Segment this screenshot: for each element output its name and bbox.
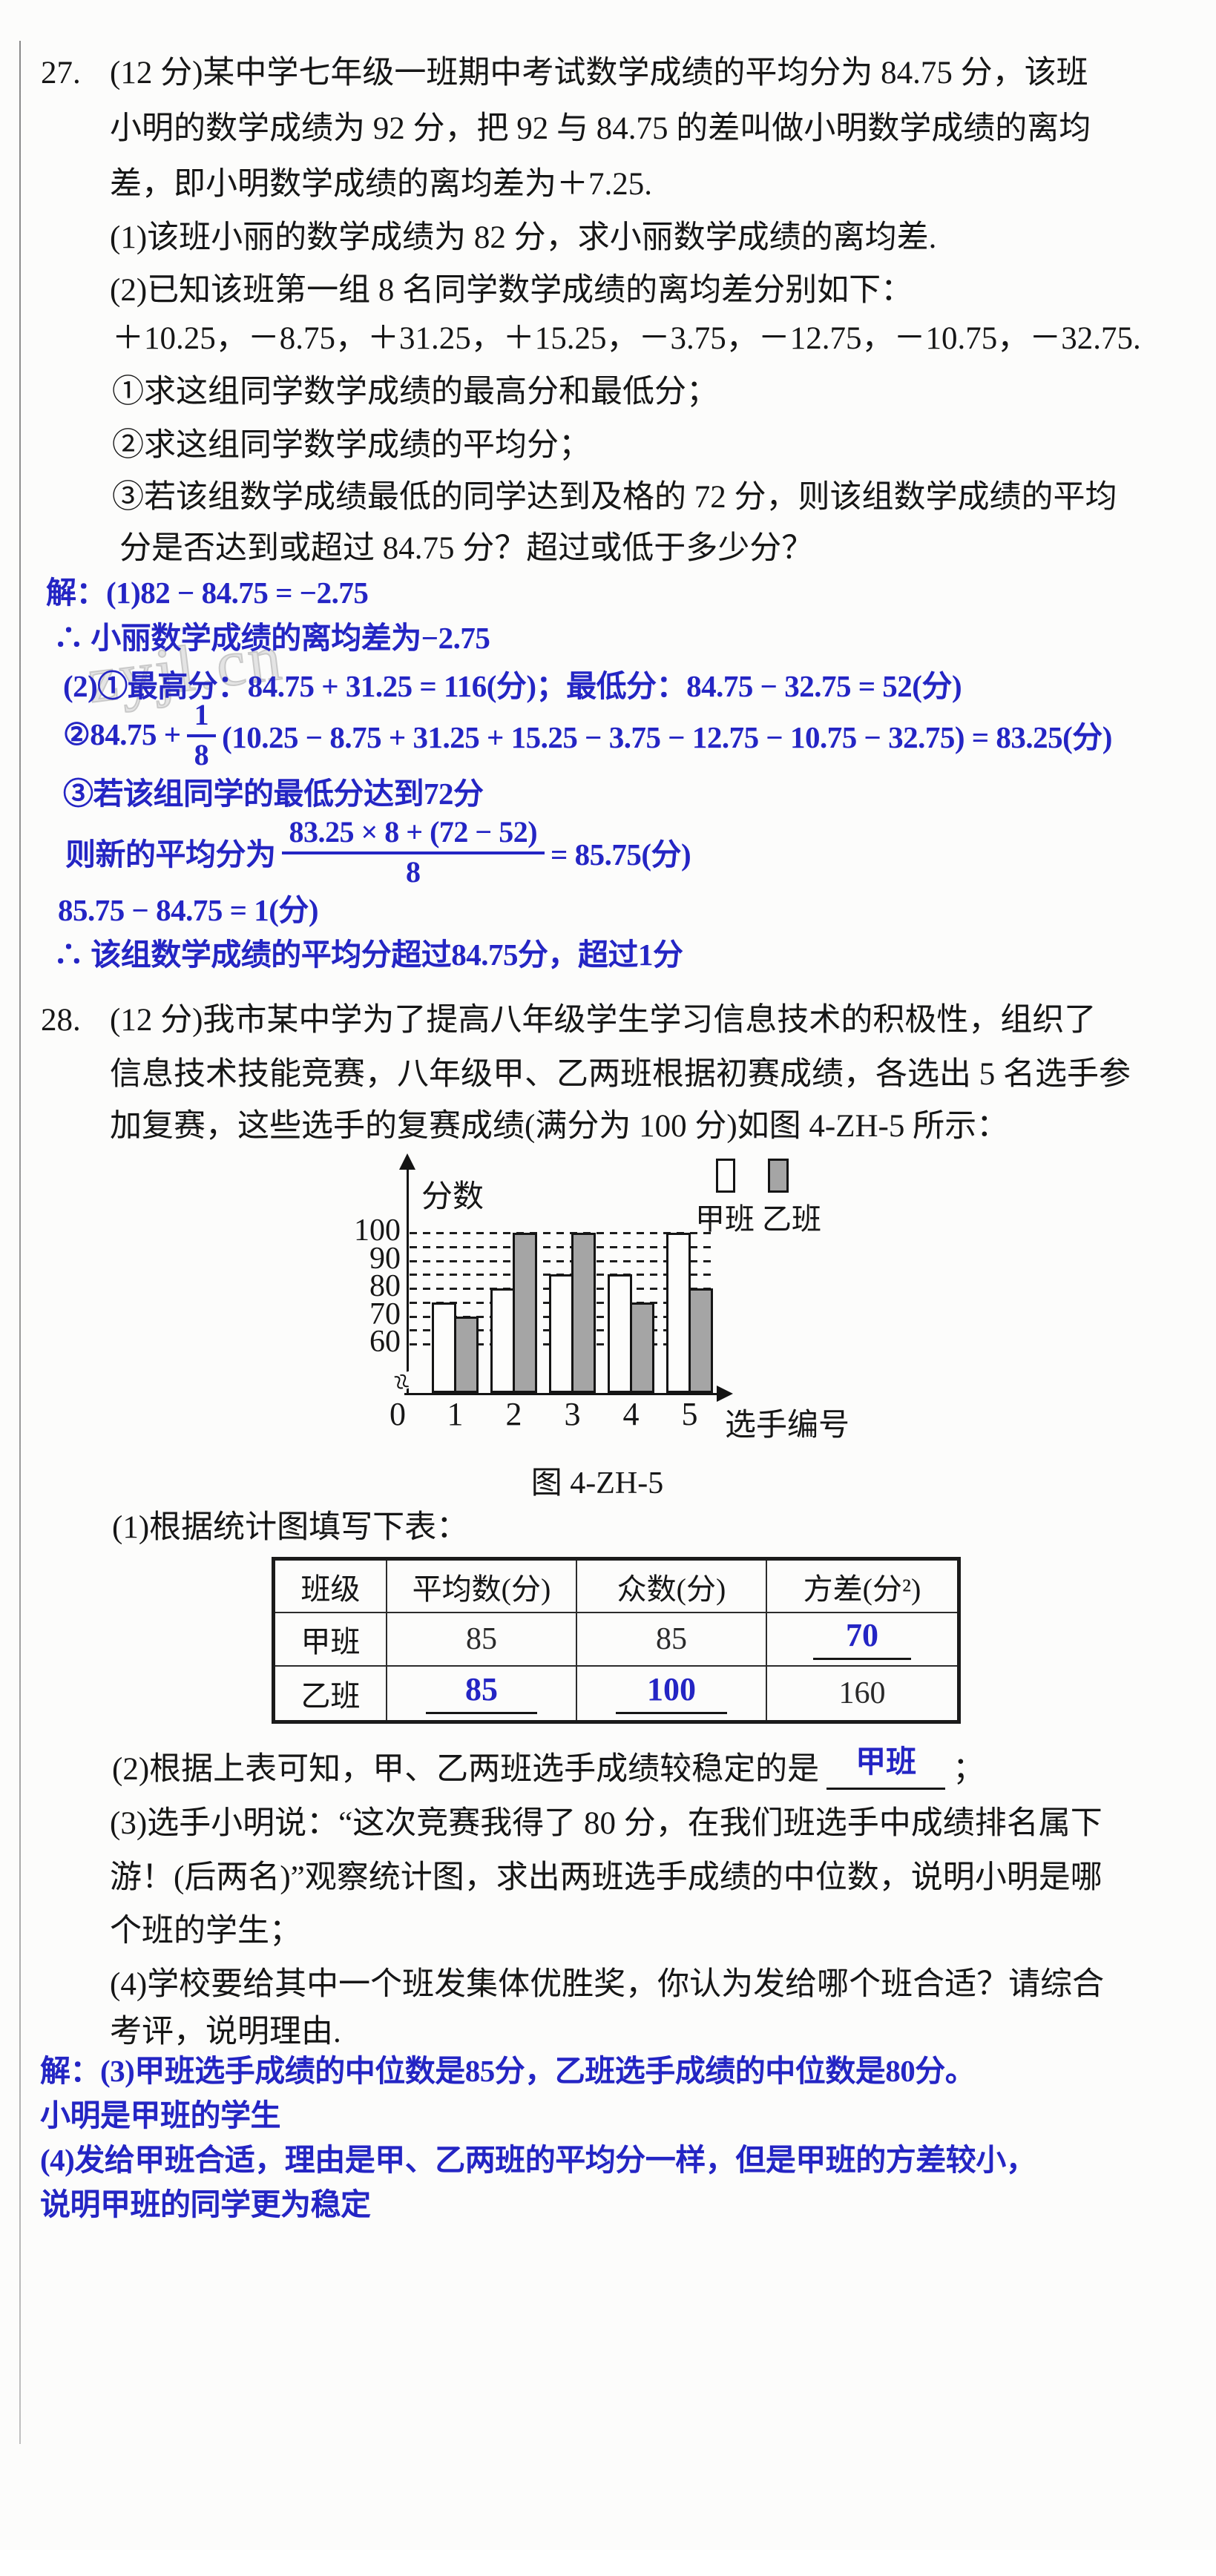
p28-q4-line-2: 考评，说明理由. — [110, 2015, 341, 2049]
table-header-mode: 众数(分) — [577, 1561, 767, 1613]
table-row-label: 甲班 — [275, 1613, 387, 1667]
bar-class-b-player-5 — [688, 1288, 713, 1393]
formula-suffix: = 85.75(分) — [551, 837, 691, 872]
x-tick-3: 3 — [564, 1396, 581, 1432]
sol27-line-7: 85.75 − 84.75 = 1(分) — [58, 893, 319, 927]
origin-tick-label: 0 — [390, 1396, 406, 1432]
p28-q2-line: (2)根据上表可知，甲、乙两班选手成绩较稳定的是 甲班 ； — [112, 1745, 985, 1791]
gridline-95 — [410, 1245, 717, 1248]
sol28-line-1: 解：(3)甲班选手成绩的中位数是85分，乙班选手成绩的中位数是80分。 — [40, 2054, 976, 2088]
x-axis-label: 选手编号 — [725, 1409, 850, 1443]
p28-line-2: 信息技术技能竞赛，八年级甲、乙两班根据初赛成绩，各选出 5 名选手参 — [110, 1057, 1131, 1092]
p27-q2: (2)已知该班第一组 8 名同学数学成绩的离均差分别如下： — [110, 273, 913, 308]
table-header-variance: 方差(分²) — [767, 1561, 957, 1613]
bar-class-b-player-4 — [630, 1302, 654, 1393]
y-axis — [407, 1165, 409, 1395]
p27-q2-sub3-wrap: 分是否达到或超过 84.75 分？超过或低于多少分？ — [119, 531, 814, 566]
bar-class-a-player-2 — [490, 1288, 515, 1393]
p28-line-1: (12 分)我市某中学为了提高八年级学生学习信息技术的积极性，组织了 — [110, 1003, 1097, 1038]
formula-prefix: 则新的平均分为 — [65, 837, 276, 872]
legend-label-class-a: 甲班 — [695, 1202, 755, 1236]
y-tick-70: 70 — [369, 1297, 401, 1331]
sol27-line-4: ②84.75 + 1 8 (10.25 − 8.75 + 31.25 + 15.… — [63, 700, 1112, 770]
formula-prefix: ②84.75 + — [63, 717, 181, 751]
y-axis-arrow-icon — [399, 1153, 415, 1170]
q2-text: (2)根据上表可知，甲、乙两班选手成绩较稳定的是 — [112, 1752, 820, 1787]
p28-line-3: 加复赛，这些选手的复赛成绩(满分为 100 分)如图 4-ZH-5 所示： — [110, 1109, 1009, 1144]
sol27-line-2: ∴ 小丽数学成绩的离均差为−2.75 — [53, 621, 490, 655]
table-cell-mode-a: 85 — [577, 1613, 767, 1667]
sol27-line-1: 解：(1)82 − 84.75 = −2.75 — [46, 576, 369, 610]
p27-line-3: 差，即小明数学成绩的离均差为＋7.25. — [110, 167, 652, 202]
x-tick-4: 4 — [622, 1396, 640, 1432]
p27-q2-sub3: ③若该组数学成绩最低的同学达到及格的 72 分，则该组数学成绩的平均 — [112, 480, 1117, 515]
bar-class-a-player-5 — [666, 1233, 691, 1393]
fraction-one-eighth: 1 8 — [186, 699, 217, 770]
table-row-label: 乙班 — [275, 1667, 387, 1720]
y-tick-90: 90 — [369, 1241, 401, 1276]
x-axis-arrow-icon — [717, 1386, 733, 1402]
sol27-line-6: 则新的平均分为 83.25 × 8 + (72 − 52) 8 = 85.75(… — [65, 816, 691, 887]
table-cell-variance-b: 160 — [838, 1676, 886, 1710]
p27-q2-data: ＋10.25，－8.75，＋31.25，＋15.25，－3.75，－12.75，… — [112, 321, 1141, 356]
formula-suffix: (10.25 − 8.75 + 31.25 + 15.25 − 3.75 − 1… — [222, 720, 1112, 754]
x-tick-1: 1 — [447, 1396, 464, 1432]
plot-area: 100 90 80 70 60 1 2 3 4 5 — [341, 1153, 905, 1502]
p27-line-1: (12 分)某中学七年级一班期中考试数学成绩的平均分为 84.75 分，该班 — [110, 56, 1088, 90]
p28-q3-line-3: 个班的学生； — [110, 1914, 301, 1949]
scan-bottom-strip — [0, 2550, 1216, 2576]
sol28-line-4: 说明甲班的同学更为稳定 — [40, 2187, 371, 2221]
bar-class-b-player-3 — [571, 1233, 596, 1393]
table-cell-variance-a: 70 — [767, 1613, 957, 1667]
p28-number: 28. — [41, 1003, 81, 1038]
q2-answer: 甲班 — [855, 1745, 917, 1779]
table-header-mean: 平均数(分) — [387, 1561, 577, 1613]
p28-q3-line-2: 游！(后两名)”观察统计图，求出两班选手成绩的中位数，说明小明是哪 — [110, 1860, 1102, 1895]
legend-swatch-class-a — [716, 1159, 735, 1193]
p27-q2-sub2: ②求这组同学数学成绩的平均分； — [112, 428, 591, 463]
figure-caption: 图 4-ZH-5 — [530, 1466, 664, 1501]
table-cell-mean-a: 85 — [387, 1613, 577, 1667]
y-tick-60: 60 — [369, 1325, 401, 1359]
bar-class-a-player-1 — [432, 1302, 456, 1393]
x-axis — [404, 1393, 719, 1395]
fraction-new-average: 83.25 × 8 + (72 − 52) 8 — [281, 816, 545, 887]
p28-q4-line-1: (4)学校要给其中一个班发集体优胜奖，你认为发给哪个班合适？请综合 — [110, 1967, 1105, 2002]
table-cell-mode-b: 100 — [577, 1667, 767, 1720]
table-cell-mean-b: 85 — [387, 1667, 577, 1720]
legend-swatch-class-b — [768, 1159, 789, 1193]
y-axis-label: 分数 — [421, 1180, 484, 1214]
p27-line-2: 小明的数学成绩为 92 分，把 92 与 84.75 的差叫做小明数学成绩的离均 — [110, 111, 1091, 146]
legend-label-class-b: 乙班 — [762, 1202, 821, 1236]
sol28-line-2: 小明是甲班的学生 — [40, 2098, 281, 2132]
sol27-line-8: ∴ 该组数学成绩的平均分超过84.75分，超过1分 — [53, 938, 683, 972]
table-header-class: 班级 — [275, 1561, 387, 1613]
p27-number: 27. — [41, 56, 81, 90]
score-bar-chart: 100 90 80 70 60 1 2 3 4 5 ≈ 分数 选手编号 0 甲班 乙班 图 4-Z… — [341, 1153, 905, 1502]
p27-q2-sub1: ①求这组同学数学成绩的最高分和最低分； — [112, 375, 718, 409]
bar-class-a-player-3 — [549, 1274, 574, 1393]
page-edge-line — [19, 41, 21, 2444]
p28-q3-line-1: (3)选手小明说：“这次竞赛我得了 80 分，在我们班选手中成绩排名属下 — [110, 1806, 1102, 1841]
y-tick-80: 80 — [369, 1269, 401, 1303]
sol27-line-3: (2)①最高分：84.75 + 31.25 = 116(分)；最低分：84.75… — [63, 669, 962, 703]
stats-table: 班级 平均数(分) 众数(分) 方差(分²) 甲班 85 85 70 乙班 85… — [272, 1557, 961, 1724]
answer-blank: 甲班 — [826, 1745, 946, 1791]
x-tick-2: 2 — [505, 1396, 522, 1432]
x-tick-5: 5 — [681, 1396, 698, 1432]
sol27-line-5: ③若该组同学的最低分达到72分 — [63, 777, 484, 811]
gridline-100 — [410, 1232, 717, 1234]
p27-q1: (1)该班小丽的数学成绩为 82 分，求小丽数学成绩的离均差. — [110, 220, 937, 255]
sol28-line-3: (4)发给甲班合适，理由是甲、乙两班的平均分一样，但是甲班的方差较小， — [40, 2143, 1036, 2177]
bar-class-b-player-1 — [454, 1316, 479, 1393]
q2-punct: ； — [953, 1752, 985, 1787]
bar-class-a-player-4 — [608, 1274, 632, 1393]
gridline-90 — [410, 1259, 717, 1262]
p28-q1: (1)根据统计图填写下表： — [112, 1510, 469, 1545]
bar-class-b-player-2 — [513, 1233, 537, 1393]
y-tick-100: 100 — [354, 1213, 401, 1248]
